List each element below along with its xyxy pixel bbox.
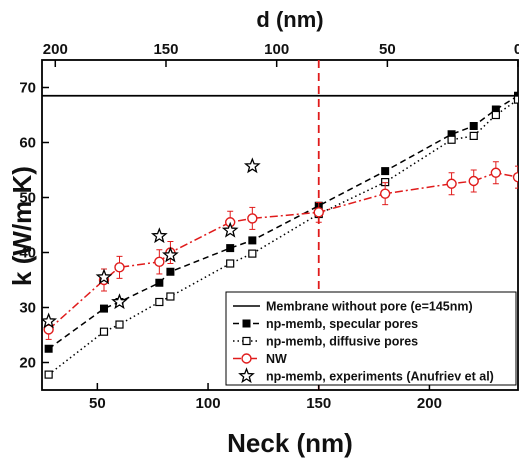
data-point	[155, 278, 164, 287]
y-tick-label: 20	[19, 355, 36, 372]
data-point	[221, 221, 239, 238]
data-point	[248, 236, 257, 245]
legend-label: np-memb, specular pores	[266, 317, 418, 331]
data-point	[154, 256, 165, 268]
data-point	[468, 175, 479, 187]
y-tick-label: 50	[19, 190, 36, 207]
data-point	[381, 167, 390, 176]
legend-marker	[242, 336, 251, 346]
data-point	[243, 157, 261, 174]
y-axis-title: k (W/m K)	[7, 166, 37, 286]
data-point	[469, 131, 478, 140]
data-point	[95, 268, 113, 285]
legend-marker	[242, 319, 251, 328]
x-tick-label: 100	[196, 395, 221, 412]
legend-marker	[238, 367, 255, 384]
top-tick-label: 100	[264, 41, 289, 58]
data-point	[379, 188, 391, 199]
data-point	[44, 344, 53, 353]
data-point	[512, 171, 518, 183]
data-point	[446, 178, 457, 189]
top-tick-label: 0	[514, 41, 519, 58]
data-point	[513, 95, 518, 104]
data-point	[248, 249, 257, 258]
data-point	[115, 320, 124, 329]
data-point	[247, 213, 258, 224]
data-point	[99, 304, 108, 313]
y-tick-label: 30	[19, 300, 36, 317]
data-point	[44, 370, 53, 379]
data-point	[313, 207, 324, 218]
top-tick-label: 150	[153, 41, 178, 58]
legend-marker	[241, 353, 252, 364]
x-tick-label: 150	[306, 395, 331, 412]
legend-label: NW	[266, 352, 287, 366]
data-point	[162, 246, 179, 263]
series-2	[43, 161, 518, 340]
data-point	[490, 167, 502, 178]
data-point	[150, 227, 168, 244]
legend-box	[225, 291, 517, 386]
top-tick-label: 50	[379, 41, 396, 58]
data-point	[226, 259, 235, 268]
data-point	[491, 110, 500, 120]
data-point	[447, 135, 456, 144]
data-point	[99, 327, 109, 336]
data-point	[469, 122, 478, 130]
data-point	[114, 262, 125, 273]
data-point	[155, 297, 164, 307]
data-point	[42, 312, 58, 329]
x-tick-label: 200	[417, 395, 442, 412]
data-point	[166, 267, 175, 276]
data-point	[111, 293, 128, 310]
data-point	[166, 292, 175, 301]
x-axis-title: Neck (nm)	[227, 428, 353, 458]
axes-layer: 50 100 150 200 20 30 40 50 60 70 200 150 100 50 0	[19, 41, 519, 412]
top-axis-title: d (nm)	[256, 7, 323, 32]
x-tick-label: 50	[89, 395, 106, 412]
legend-label: np-memb, experiments (Anufriev et al)	[266, 370, 494, 384]
top-tick-label: 200	[43, 41, 68, 58]
series-3	[42, 157, 261, 329]
y-tick-label: 70	[19, 80, 36, 97]
legend-label: Membrane without pore (e=145nm)	[266, 300, 473, 314]
series-layer	[42, 91, 518, 379]
y-tick-label: 40	[19, 245, 36, 262]
y-tick-label: 60	[19, 135, 36, 152]
legend: Membrane without pore (e=145nm) np-memb, …	[225, 291, 517, 386]
data-point	[226, 244, 235, 253]
legend-label: np-memb, diffusive pores	[266, 335, 418, 349]
